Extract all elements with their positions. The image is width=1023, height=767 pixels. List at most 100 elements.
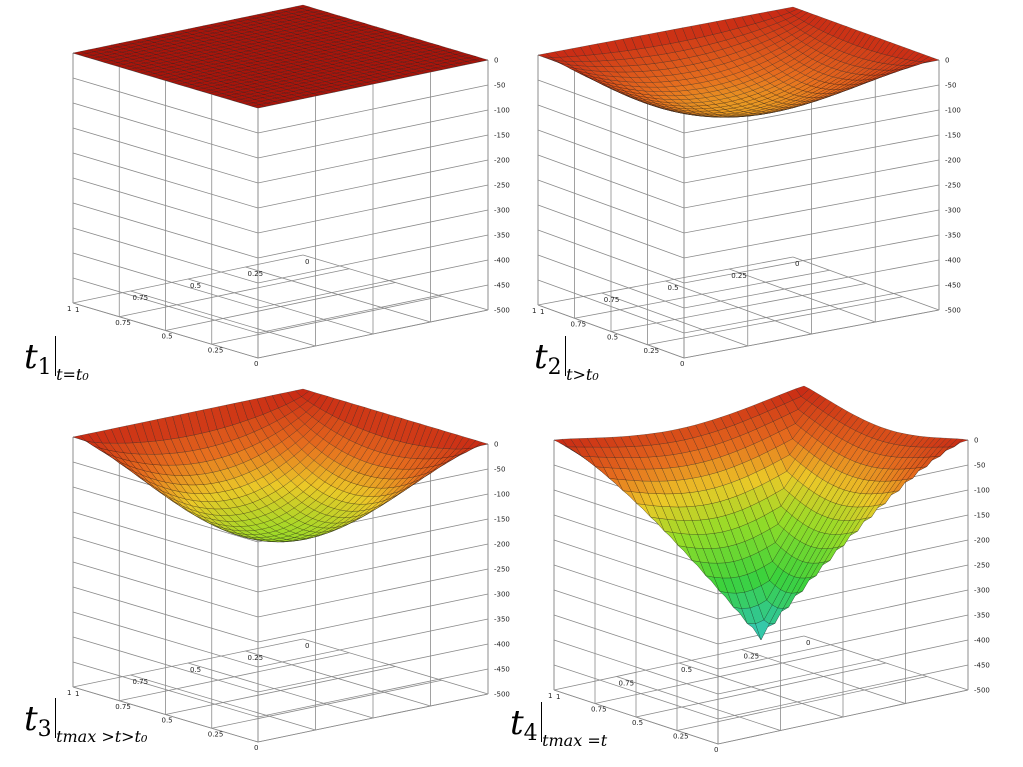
z-gridline [72, 227, 489, 284]
surface-cell [784, 6, 799, 13]
panel-label-4: t4 tmax =t [510, 702, 607, 750]
z-tick-label: -100 [494, 107, 510, 115]
z-tick-label: -400 [494, 257, 510, 265]
floor-gridline [741, 649, 906, 704]
z-gridline [72, 177, 489, 234]
z-tick-label: -250 [945, 182, 961, 190]
z-tick-label: -450 [494, 282, 510, 290]
label-main: t [510, 703, 524, 743]
axis-box [72, 52, 489, 359]
z-tick-label: -300 [945, 207, 961, 215]
surface-panel-4: 0 -50 -100 -150 -200 -250 -300 -350 -400 -450 -500… [480, 384, 991, 767]
z-tick-label: -150 [945, 132, 961, 140]
z-tick-label: -150 [974, 512, 990, 520]
y-tick-label: 0.75 [133, 678, 149, 686]
z-tick-label: -500 [974, 687, 990, 695]
floor-gridline [187, 662, 374, 719]
floor-gridline [729, 268, 876, 323]
z-tick-label: -500 [494, 691, 510, 699]
surface-mesh [72, 388, 489, 543]
panel-label-3: t3 tmax >t>t₀ [24, 698, 147, 746]
floor-gridline [302, 254, 489, 311]
y-tick-label: 0.75 [619, 680, 635, 688]
label-condition: tmax =t [542, 731, 608, 750]
x-tick-label: 0 [254, 744, 258, 752]
surface-plot-3: 0 -50 -100 -150 -200 -250 -300 -350 -400 -450 -500… [67, 388, 510, 752]
panel-label-2: t2 t>t₀ [534, 336, 599, 384]
floor-gridline [537, 256, 794, 306]
z-tick-label: -200 [974, 537, 990, 545]
surface-cell [295, 4, 310, 9]
z-tick-label: -400 [945, 257, 961, 265]
z-tick-label: 0 [494, 441, 498, 449]
z-gridline [72, 277, 489, 334]
z-tick-label: -450 [974, 662, 990, 670]
z-gridline [537, 254, 940, 309]
floor-gridline [245, 650, 431, 707]
y-tick-label: 0.75 [133, 294, 149, 302]
z-tick-label: -450 [945, 282, 961, 290]
label-index: 2 [547, 355, 562, 380]
z-tick-label: -250 [494, 182, 510, 190]
z-gridline [72, 561, 489, 618]
floor-gridline [678, 662, 844, 718]
z-tick-label: -50 [974, 462, 985, 470]
z-gridline [72, 302, 489, 359]
y-tick-label: 1 [556, 693, 560, 701]
surface-plot-4: 0 -50 -100 -150 -200 -250 -300 -350 -400 -450 -500… [548, 385, 990, 754]
surface-cell [795, 385, 810, 397]
z-gridline [537, 154, 940, 209]
x-tick-label: 0.25 [644, 347, 660, 355]
surface-mesh [553, 385, 969, 641]
label-index: 1 [37, 355, 52, 380]
z-tick-label: -200 [494, 157, 510, 165]
x-tick-label: 1 [548, 692, 552, 700]
z-tick-label: -450 [494, 666, 510, 674]
x-tick-label: 0.75 [571, 320, 587, 328]
x-tick-label: 1 [532, 307, 536, 315]
z-tick-label: -100 [945, 107, 961, 115]
x-tick-label: 0.75 [115, 703, 131, 711]
y-tick-label: 0.5 [681, 666, 692, 674]
y-tick-label: 0.25 [248, 270, 264, 278]
z-tick-label: -150 [494, 516, 510, 524]
surface-panel-3: 0 -50 -100 -150 -200 -250 -300 -350 -400 -450 -500… [0, 384, 511, 767]
x-tick-label: 0.25 [208, 346, 224, 354]
surface-cell [294, 388, 310, 397]
label-index: 3 [37, 717, 52, 742]
label-main: t [534, 337, 548, 377]
floor-gridline [119, 652, 350, 702]
z-gridline [537, 179, 940, 234]
z-gridline [72, 611, 489, 668]
z-tick-label: -50 [945, 82, 956, 90]
surface-panel-1: 0 -50 -100 -150 -200 -250 -300 -350 -400 -450 -500… [0, 0, 511, 384]
z-tick-label: -350 [494, 232, 510, 240]
z-tick-label: -150 [494, 132, 510, 140]
z-tick-label: -300 [494, 591, 510, 599]
y-tick-label: 0 [305, 258, 309, 266]
label-main: t [24, 337, 38, 377]
x-tick-label: 0.25 [673, 733, 689, 741]
x-tick-label: 0.5 [162, 333, 173, 341]
label-index: 4 [523, 721, 538, 746]
floor-gridline [553, 635, 805, 691]
z-gridline [72, 152, 489, 209]
y-tick-label: 0 [305, 642, 309, 650]
z-tick-label: -350 [945, 232, 961, 240]
x-tick-label: 0.75 [115, 319, 131, 327]
z-tick-label: -200 [494, 541, 510, 549]
z-tick-label: -300 [974, 587, 990, 595]
z-tick-label: -350 [974, 612, 990, 620]
z-tick-label: -400 [494, 641, 510, 649]
z-gridline [72, 536, 489, 593]
surface-plot-2: 0 -50 -100 -150 -200 -250 -300 -350 -400 -450 -500… [532, 6, 961, 368]
surface-plot-1: 0 -50 -100 -150 -200 -250 -300 -350 -400 -450 -500… [67, 4, 510, 368]
x-tick-label: 0.5 [162, 717, 173, 725]
floor-gridline [803, 635, 969, 691]
z-tick-label: -100 [494, 491, 510, 499]
x-tick-label: 1 [67, 689, 71, 697]
floor-gridline [72, 638, 304, 688]
z-tick-label: -250 [974, 562, 990, 570]
z-tick-label: -300 [494, 207, 510, 215]
y-tick-label: 0.75 [604, 296, 620, 304]
